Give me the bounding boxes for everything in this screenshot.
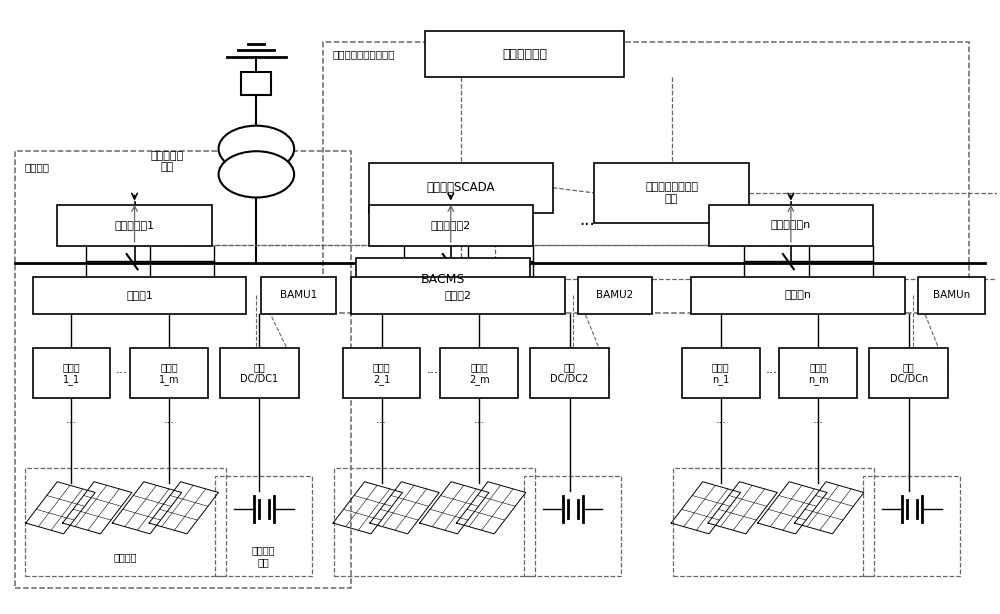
Text: 光伏逆变器n: 光伏逆变器n: [771, 220, 811, 230]
Text: ···: ···: [715, 418, 726, 427]
Text: 直流柜1: 直流柜1: [126, 290, 153, 300]
Text: BAMU2: BAMU2: [596, 290, 633, 300]
Text: 光储单元: 光储单元: [25, 162, 50, 172]
Text: ···: ···: [580, 217, 595, 235]
Text: 汇流箱
n_m: 汇流箱 n_m: [808, 362, 829, 384]
Bar: [578, 276, 652, 314]
Text: 光储联合功率控制系统: 光储联合功率控制系统: [333, 50, 395, 60]
Text: ···: ···: [66, 418, 77, 427]
Bar: [673, 468, 874, 576]
Bar: [25, 468, 226, 576]
Text: 光伏电站SCADA: 光伏电站SCADA: [426, 181, 495, 194]
Bar: [869, 348, 948, 398]
Text: ···: ···: [474, 418, 485, 427]
Bar: [709, 205, 873, 246]
Text: ···: ···: [426, 367, 438, 380]
Bar: [261, 276, 336, 314]
Text: ···: ···: [116, 367, 128, 380]
Text: 光伏逆变器1: 光伏逆变器1: [114, 220, 155, 230]
Bar: [33, 348, 110, 398]
Bar: [425, 31, 624, 77]
Text: 汇流箱
2_m: 汇流箱 2_m: [469, 362, 489, 384]
Bar: [369, 205, 533, 246]
Text: BAMU1: BAMU1: [280, 290, 317, 300]
Bar: [351, 276, 565, 314]
Bar: [356, 258, 530, 300]
Text: ···: ···: [765, 367, 777, 380]
Text: ···: ···: [813, 418, 824, 427]
Bar: [33, 276, 246, 314]
Text: 双向
DC/DCn: 双向 DC/DCn: [890, 362, 928, 384]
Text: 汇流箱
1_1: 汇流箱 1_1: [63, 362, 80, 384]
Bar: [779, 348, 857, 398]
Text: 双向
DC/DC1: 双向 DC/DC1: [240, 362, 278, 384]
Text: 汇流箱
1_m: 汇流箱 1_m: [159, 362, 179, 384]
Bar: [863, 475, 960, 576]
Circle shape: [219, 126, 294, 172]
Text: BACMS: BACMS: [421, 273, 465, 286]
Bar: [369, 163, 553, 212]
Bar: [323, 42, 969, 313]
Bar: [57, 205, 212, 246]
Text: 双向
DC/DC2: 双向 DC/DC2: [550, 362, 589, 384]
Text: 汇流箱
n_1: 汇流箱 n_1: [712, 362, 730, 384]
Bar: [524, 475, 621, 576]
Bar: [241, 72, 271, 95]
Bar: [440, 348, 518, 398]
Bar: [918, 276, 985, 314]
Bar: [594, 163, 749, 223]
Text: 光伏逆变器2: 光伏逆变器2: [431, 220, 471, 230]
Bar: [220, 348, 299, 398]
Bar: [682, 348, 760, 398]
Text: ···: ···: [376, 418, 387, 427]
Bar: [334, 468, 535, 576]
Text: 直流柜n: 直流柜n: [784, 290, 811, 300]
Bar: [215, 475, 312, 576]
Circle shape: [219, 151, 294, 198]
Text: 汇流箱
2_1: 汇流箱 2_1: [373, 362, 390, 384]
Bar: [15, 151, 351, 588]
Text: 电网管理系统: 电网管理系统: [502, 48, 547, 61]
Text: BAMUn: BAMUn: [933, 290, 970, 300]
Text: 站内升压变
压器: 站内升压变 压器: [150, 151, 183, 173]
Text: 电池储能
单元: 电池储能 单元: [252, 545, 275, 567]
Bar: [343, 348, 420, 398]
Bar: [130, 348, 208, 398]
Bar: [691, 276, 905, 314]
Bar: [530, 348, 609, 398]
Text: ···: ···: [163, 418, 174, 427]
Text: 直流柜2: 直流柜2: [444, 290, 471, 300]
Text: 光储联合功率控制
模块: 光储联合功率控制 模块: [645, 182, 698, 204]
Text: 光伏模块: 光伏模块: [113, 553, 137, 562]
